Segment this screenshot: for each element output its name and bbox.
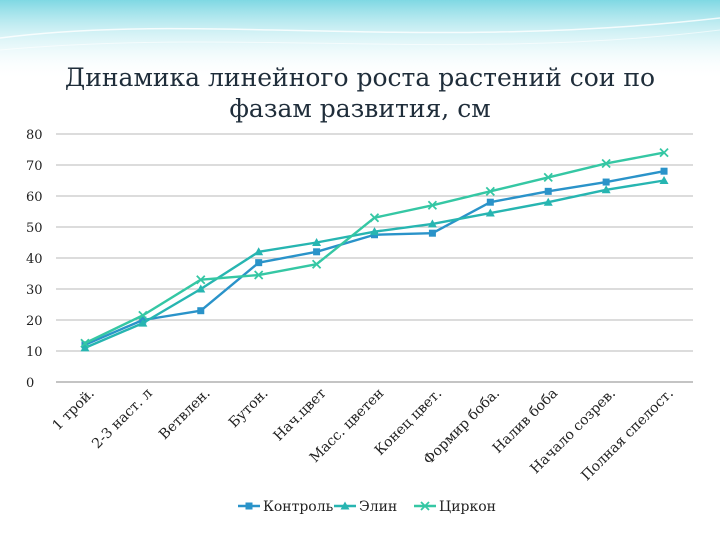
series-x [80,147,669,348]
data-point-x [485,186,495,196]
data-point-triangle [196,284,206,293]
y-tick-label: 20 [26,314,43,329]
x-tick-label: Нач.цвет [271,385,330,444]
data-point-square [245,502,253,510]
data-point-x [311,259,322,269]
data-point-x [543,172,553,183]
data-point-square [255,259,263,267]
legend-label: Элин [359,499,397,515]
data-point-square [486,198,494,206]
x-tick-label: 2-3 наст. л [89,385,156,452]
data-point-x [659,147,669,158]
y-tick-label: 50 [26,221,43,236]
x-tick-label: Ветвлен. [156,386,213,443]
chart-title: Динамика линейного роста растений сои по… [64,63,656,123]
data-point-square [660,167,668,175]
data-point-x [601,158,611,169]
data-point-triangle [601,185,611,194]
series-triangle [80,176,669,352]
y-axis-labels: 0 10 20 30 40 50 60 70 80 [26,128,43,391]
y-tick-label: 10 [26,345,43,360]
data-point-triangle [659,176,669,184]
data-point-x [196,275,206,285]
data-point-triangle [340,501,350,510]
y-tick-label: 40 [26,252,43,267]
data-point-triangle [138,318,148,327]
data-point-square [428,229,436,237]
series-layer [80,147,669,352]
data-point-x [254,270,264,280]
data-point-triangle [312,238,322,246]
data-point-x [80,338,90,348]
data-point-triangle [254,247,264,256]
x-tick-label: Бутон. [226,386,272,432]
data-point-triangle [543,197,553,206]
data-point-square [544,187,552,195]
y-tick-label: 80 [26,128,43,143]
x-tick-label: 1 трой. [50,386,98,434]
data-point-x [420,501,430,511]
data-point-square [313,248,321,256]
data-point-square [602,178,610,186]
y-tick-label: 30 [26,283,43,298]
x-axis-labels: 1 трой.2-3 наст. л Ветвлен. Бутон. Нач.цвет… [50,385,677,484]
y-tick-label: 60 [26,190,43,205]
data-point-triangle [370,227,379,236]
legend: Контроль Элин Циркон [238,499,496,515]
legend-item: Контроль [238,499,334,515]
legend-label: Циркон [439,499,496,515]
legend-label: Контроль [263,499,334,515]
y-tick-label: 70 [26,159,43,174]
legend-item: Элин [334,499,397,515]
data-point-x [427,200,438,210]
data-point-x [138,310,148,320]
data-point-x [369,213,380,223]
data-point-square [197,307,205,315]
header-banner [0,0,720,80]
data-point-triangle [485,208,495,217]
gridlines [56,133,693,383]
data-point-triangle [80,343,90,352]
legend-item: Циркон [414,499,496,515]
series-line [84,179,665,350]
data-point-triangle [427,219,437,228]
y-tick-label: 0 [26,376,34,391]
